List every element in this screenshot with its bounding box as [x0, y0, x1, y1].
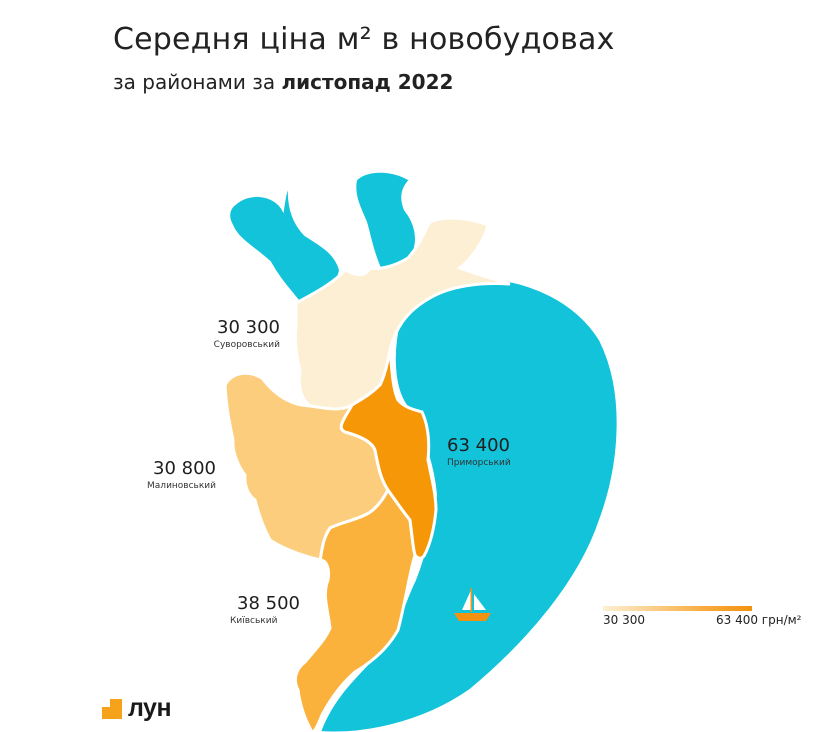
- name-malynovskyi: Малиновський: [147, 481, 216, 491]
- legend-min-label: 30 300: [603, 613, 645, 627]
- subtitle-period: листопад 2022: [281, 70, 454, 94]
- brand-logo: лун: [102, 694, 172, 723]
- name-kyivskyi: Київський: [230, 616, 278, 626]
- label-suvorovskyi: 30 300 Суворовський: [206, 317, 280, 350]
- price-kyivskyi: 38 500: [237, 593, 300, 614]
- estuary-west: [228, 181, 342, 305]
- price-prymorskyi: 63 400: [447, 435, 510, 456]
- sea-area: [318, 276, 619, 732]
- page-subtitle: за районами за листопад 2022: [113, 70, 453, 94]
- legend-max-label: 63 400 грн/м²: [716, 613, 802, 627]
- subtitle-prefix: за районами за: [113, 70, 282, 94]
- legend-gradient-bar: [603, 606, 752, 611]
- estuary-east: [354, 170, 417, 270]
- label-malynovskyi: 30 800 Малиновський: [140, 458, 216, 491]
- page-title: Середня ціна м² в новобудовах: [113, 22, 615, 57]
- logo-text: лун: [128, 694, 172, 722]
- district-prymorskyi: [339, 349, 438, 560]
- name-prymorskyi: Приморський: [447, 458, 511, 468]
- sailboat-icon: [454, 588, 491, 621]
- logo-mark-icon: [102, 698, 122, 719]
- label-kyivskyi: 38 500 Київський: [230, 593, 300, 626]
- name-suvorovskyi: Суворовський: [213, 340, 280, 350]
- label-prymorskyi: 63 400 Приморський: [447, 435, 511, 468]
- price-suvorovskyi: 30 300: [217, 317, 280, 338]
- price-malynovskyi: 30 800: [153, 458, 216, 479]
